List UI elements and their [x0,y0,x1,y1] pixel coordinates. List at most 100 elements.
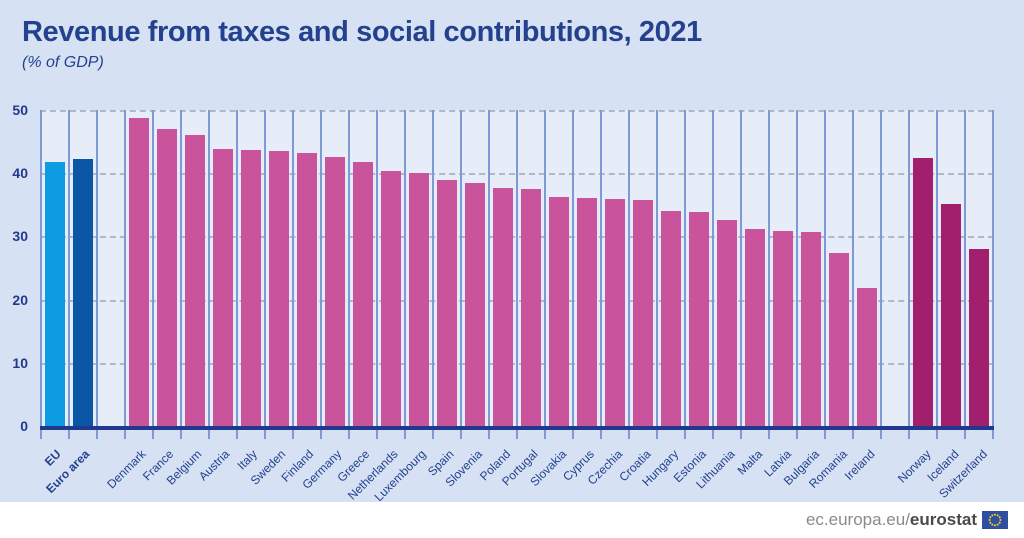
axis-tick [488,430,516,439]
x-axis-labels: EU Euro area Denmark France Belgium Austria It… [40,439,994,511]
bar-denmark [128,117,150,426]
bar-germany [324,156,346,426]
axis-tick [320,430,348,439]
axis-tick [348,430,376,439]
column-euro-area [68,110,96,426]
bar-slovenia [464,183,486,426]
footer-bar: ec.europa.eu/eurostat [0,502,1024,538]
x-label-cell-austria: Austria [196,439,236,511]
bar-bulgaria [800,231,822,426]
column-poland [488,110,516,426]
column-slovakia [544,110,572,426]
bar-france [156,128,178,426]
axis-tick [768,430,796,439]
axis-tick [68,430,96,439]
axis-tick [740,430,768,439]
axis-tick [628,430,656,439]
bar-latvia [772,231,794,426]
column-germany [320,110,348,426]
x-label-eu: EU [42,447,64,469]
column-latvia [768,110,796,426]
footer-url-eurostat: eurostat [909,510,977,529]
column-ireland [852,110,880,426]
column-czechia [600,110,628,426]
axis-tick [572,430,600,439]
column-luxembourg [404,110,432,426]
bar-estonia [688,212,710,426]
y-tick-label-50: 50 [12,102,28,118]
axis-tick [516,430,544,439]
column-estonia [684,110,712,426]
bar-cyprus [576,198,598,426]
x-axis-baseline [40,426,994,430]
x-label-cell-euro-area: Euro area [43,439,96,511]
axis-tick [292,430,320,439]
bar-finland [296,152,318,426]
axis-tick [432,430,460,439]
column-austria [208,110,236,426]
y-tick-label-40: 40 [12,165,28,182]
column-malta [740,110,768,426]
column-switzerland [964,110,992,426]
x-label-cell-switzerland: Switzerland [936,439,994,511]
y-tick-label-10: 10 [12,354,28,371]
column-iceland [936,110,964,426]
x-axis-ticks [40,430,994,439]
bar-eu [44,162,66,426]
column-finland [292,110,320,426]
chart-header: Revenue from taxes and social contributi… [22,16,702,72]
bar-euro-area [72,159,94,426]
axis-tick [908,430,936,439]
eu-flag-stars [988,513,1002,527]
column-norway [908,110,936,426]
bar-belgium [184,135,206,426]
axis-tick [40,430,68,439]
bar-hungary [660,211,682,426]
footer-url: ec.europa.eu/eurostat [806,510,977,530]
axis-tick [684,430,712,439]
bar-italy [240,150,262,426]
bar-ireland [856,287,878,426]
chart-title: Revenue from taxes and social contributi… [22,16,702,48]
x-label-cell-ireland: Ireland [842,439,882,511]
column-eu [40,110,68,426]
axis-tick [460,430,488,439]
axis-tick [264,430,292,439]
axis-tick [656,430,684,439]
bar-romania [828,253,850,426]
column-croatia [628,110,656,426]
eu-flag-icon [982,511,1008,529]
x-label-cell-malta: Malta [735,439,770,511]
axis-tick [796,430,824,439]
footer-url-prefix: ec.europa.eu/ [805,510,910,529]
bar-czechia [604,199,626,426]
column-slovenia [460,110,488,426]
axis-tick [544,430,572,439]
column-belgium [180,110,208,426]
bar-luxembourg [408,173,430,426]
column-hungary [656,110,684,426]
axis-tick [936,430,964,439]
x-label-cell-luxembourg: Luxembourg [372,439,433,511]
bar-slovakia [548,197,570,426]
bar-lithuania [716,219,738,426]
axis-tick [712,430,740,439]
axis-tick [376,430,404,439]
column-denmark [124,110,152,426]
column-spacer [880,110,908,426]
column-lithuania [712,110,740,426]
bar-norway [912,158,934,426]
bar-switzerland [968,249,990,426]
column-france [152,110,180,426]
bar-columns [40,110,994,426]
bar-spain [436,180,458,426]
axis-tick [600,430,628,439]
bar-greece [352,162,374,426]
bar-poland [492,187,514,426]
y-tick-label-0: 0 [20,418,28,434]
bar-portugal [520,189,542,426]
column-bulgaria [796,110,824,426]
y-tick-label-20: 20 [12,291,28,308]
bar-austria [212,149,234,426]
